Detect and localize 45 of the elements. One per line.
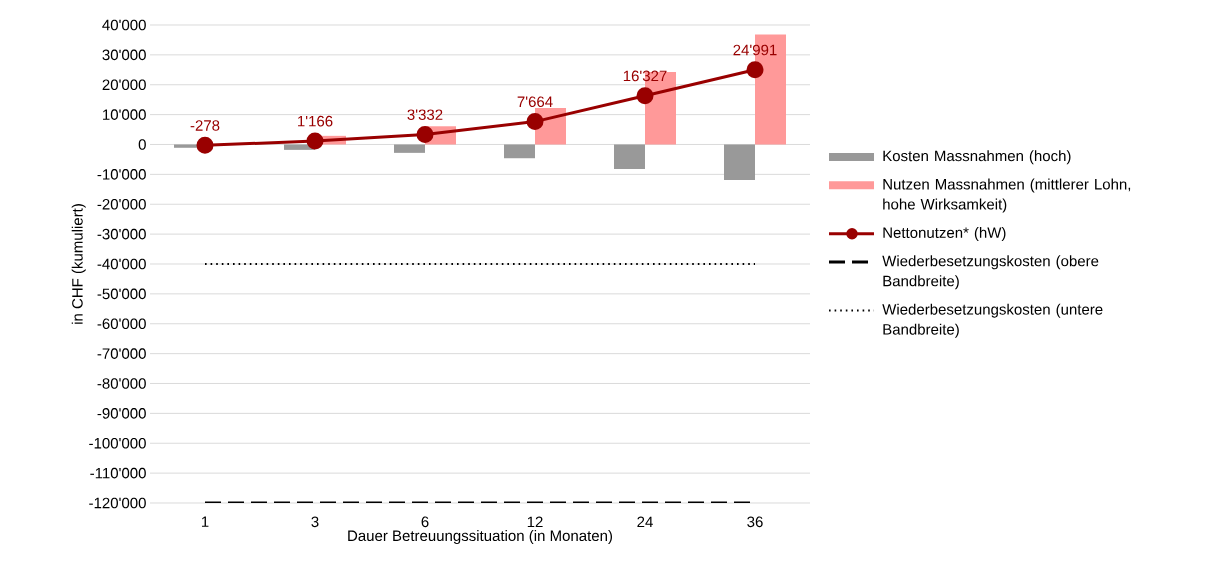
x-tick-label: 1 [201, 516, 209, 527]
point [636, 87, 654, 105]
point [416, 126, 434, 144]
x-tick-label: 24 [637, 516, 653, 528]
y-tick-label: 0 [138, 139, 146, 150]
y-tick-label: -20'000 [97, 198, 146, 210]
y-tick-label: -80'000 [97, 378, 146, 389]
x-tick-label: 3 [311, 516, 319, 528]
x-tick-label: 12 [527, 516, 543, 528]
point [306, 132, 324, 150]
y-tick-label: -60'000 [97, 318, 146, 330]
x-tick-label: 36 [747, 516, 763, 528]
y-tick-label: -120'000 [89, 497, 146, 509]
y-tick-label: -70'000 [97, 348, 146, 359]
data-label: -278 [190, 120, 220, 131]
point [746, 61, 764, 79]
y-tick-label: 10'000 [103, 109, 146, 120]
legend-label: Wiederbesetzungskosten (untere Bandbreite) [882, 303, 1103, 338]
x-axis-title: Dauer Betreuungssituation (in Monaten) [348, 530, 613, 544]
y-tick-label: -110'000 [90, 467, 146, 479]
y-tick-label: -30'000 [97, 228, 146, 240]
y-tick-label: -100'000 [89, 437, 146, 449]
legend-label: Nutzen Massnahmen (mittlerer Lohn, hohe Wirksamkeit) [883, 178, 1131, 213]
point [196, 136, 214, 154]
data-label: 24'991 [733, 44, 777, 56]
data-label: 1'166 [298, 115, 333, 127]
data-label: 3'332 [407, 109, 443, 120]
y-tick-label: 20'000 [102, 79, 146, 91]
bar [504, 144, 535, 159]
y-axis-title: in CHF (kumuliert) [71, 204, 86, 324]
bar [724, 144, 755, 181]
y-tick-label: -40'000 [97, 258, 146, 270]
x-tick-label: 6 [421, 516, 429, 528]
point [526, 113, 544, 131]
y-tick-label: 30'000 [102, 49, 146, 61]
y-tick-label: -90'000 [97, 408, 146, 419]
y-tick-label: -50'000 [97, 288, 146, 300]
legend-label: Nettonutzen* (hW) [883, 226, 1006, 241]
data-label: 7'664 [517, 96, 553, 108]
bar [614, 144, 645, 169]
legend-label: Wiederbesetzungskosten (obere Bandbreite) [882, 255, 1099, 290]
y-tick-label: 40'000 [102, 19, 146, 31]
y-tick-label: -10'000 [97, 169, 146, 180]
bar [394, 144, 425, 153]
legend-label: Kosten Massnahmen (hoch) [883, 150, 1071, 165]
